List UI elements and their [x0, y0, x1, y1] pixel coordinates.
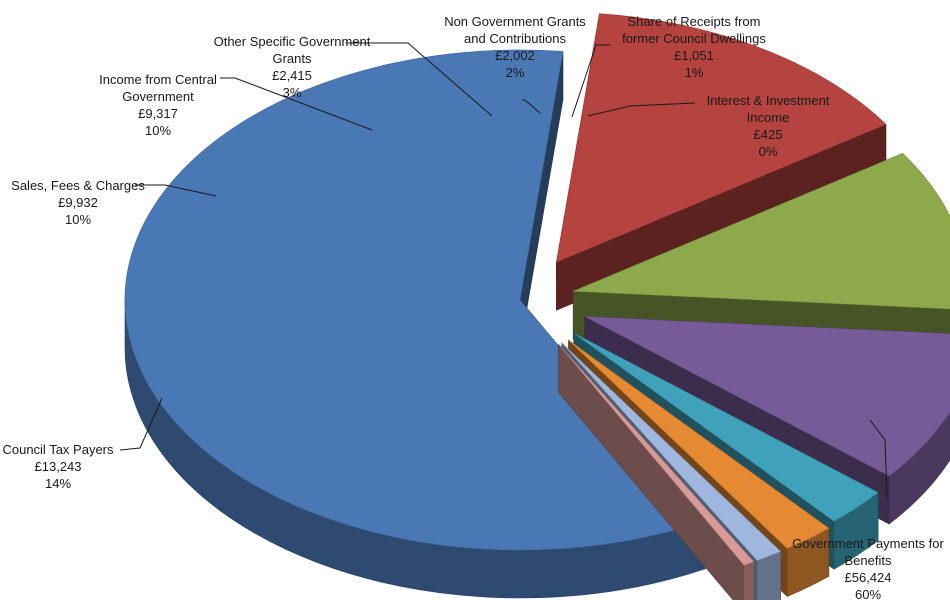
slice-percent: 60%: [855, 587, 881, 600]
slice-label: Council Tax Payers £13,243 14%: [2, 442, 114, 491]
slice-label-name: Grants: [272, 51, 312, 66]
slice-value: £1,051: [674, 48, 714, 63]
slice-value: £2,415: [272, 68, 312, 83]
slice-label-name: Non Government Grants: [444, 14, 586, 29]
slice-value: £56,424: [845, 570, 892, 585]
slice-percent: 10%: [65, 212, 91, 227]
slice-percent: 2%: [506, 65, 525, 80]
slice-label-name: Government Payments for: [792, 536, 944, 551]
slice-percent: 0%: [759, 144, 778, 159]
slice-value: £9,317: [138, 106, 178, 121]
slice-label-name: Interest & Investment: [707, 93, 830, 108]
slice-label: Income from Central Government £9,317 10%: [99, 72, 217, 138]
slice-label-name: Benefits: [845, 553, 892, 568]
slice-value: £13,243: [35, 459, 82, 474]
slice-value: £9,932: [58, 195, 98, 210]
slice-label: Sales, Fees & Charges £9,932 10%: [11, 178, 145, 227]
slice-outer-wall: [744, 562, 754, 600]
slice-percent: 1%: [685, 65, 704, 80]
slice-label-name: and Contributions: [464, 31, 566, 46]
slice-percent: 10%: [145, 123, 171, 138]
slice-percent: 3%: [283, 85, 302, 100]
slice-label-name: Share of Receipts from: [628, 14, 761, 29]
slice-label-name: Income from Central: [99, 72, 217, 87]
slice-value: £425: [754, 127, 783, 142]
slice-label-name: former Council Dwellings: [622, 31, 766, 46]
slice-label-name: Other Specific Government: [214, 34, 371, 49]
slice-percent: 14%: [45, 476, 71, 491]
slice-label-name: Income: [747, 110, 790, 125]
slice-label-name: Sales, Fees & Charges: [11, 178, 145, 193]
slice-label-name: Council Tax Payers: [2, 442, 114, 457]
slice-value: £2,002: [495, 48, 535, 63]
slice-label-name: Government: [122, 89, 194, 104]
